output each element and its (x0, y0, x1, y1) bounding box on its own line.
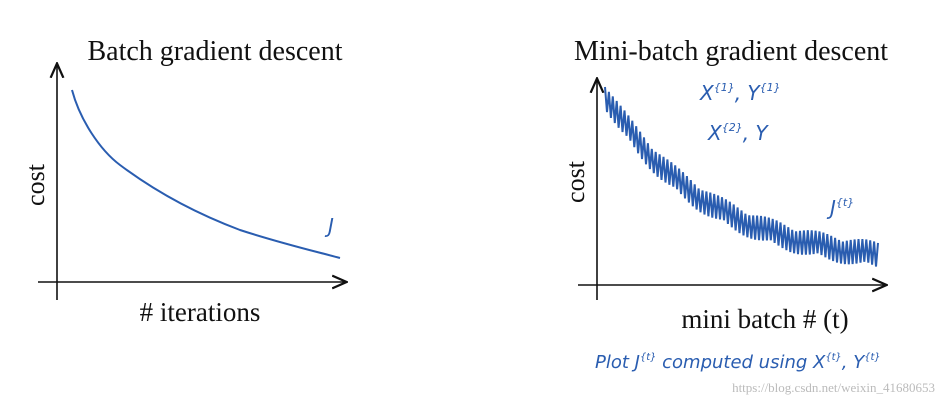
noisy-cost-curve (604, 86, 879, 267)
superscript: {t} (640, 352, 656, 363)
text-part: , Y (735, 81, 762, 105)
cost-curve (71, 89, 341, 259)
annotation: Plot J{t} computed using X{t}, Y{t} (595, 352, 881, 373)
x-label: mini batch # (t) (681, 304, 848, 334)
y-label: cost (21, 163, 50, 206)
superscript: {1} (714, 81, 735, 94)
annotation: J{t} (826, 196, 854, 220)
left-title: Batch gradient descent (87, 36, 342, 67)
text-part: X (707, 121, 723, 145)
superscript: {1} (760, 81, 781, 94)
right-title: Mini-batch gradient descent (574, 36, 888, 67)
text-part: computed using X (656, 352, 826, 373)
text-part: , Y (842, 352, 866, 373)
text-part: Plot J (595, 352, 640, 373)
superscript: {2} (722, 121, 743, 134)
annotation: J (324, 214, 334, 238)
y-label: cost (561, 160, 590, 203)
text-part: X (699, 81, 715, 105)
annotation: X{2}, Y (707, 121, 769, 145)
x-label: # iterations (140, 297, 261, 327)
text-part: , Y (743, 121, 770, 145)
annotation: X{1}, Y{1} (699, 81, 781, 105)
text-part: J (826, 196, 836, 220)
watermark: https://blog.csdn.net/weixin_41680653 (732, 380, 935, 395)
superscript: {t} (836, 196, 854, 209)
superscript: {t} (825, 352, 841, 363)
superscript: {t} (864, 352, 880, 363)
